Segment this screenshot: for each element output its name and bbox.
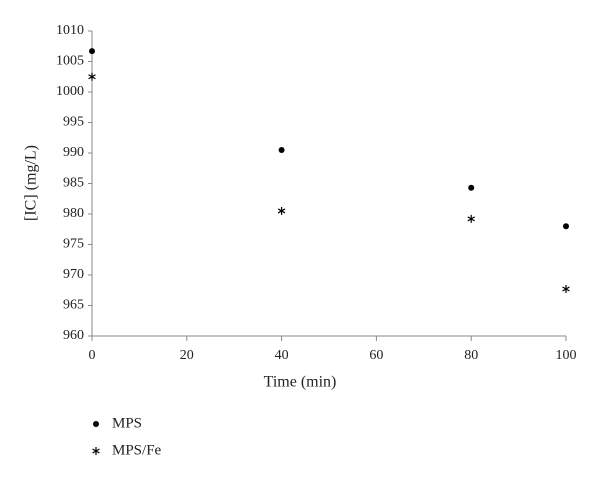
data-point <box>89 48 95 55</box>
x-tick-label: 20 <box>180 348 194 363</box>
y-tick-label: 980 <box>63 206 84 221</box>
data-point <box>278 146 285 153</box>
x-tick-label: 60 <box>369 348 383 363</box>
x-tick-label: 40 <box>275 348 289 363</box>
data-point <box>563 223 569 230</box>
data-point <box>468 184 475 191</box>
y-tick-label: 960 <box>63 328 84 343</box>
y-tick-label: 975 <box>63 237 84 252</box>
legend-marker <box>93 421 99 427</box>
legend-label: MPS <box>112 415 142 431</box>
y-tick-label: 1000 <box>56 84 84 99</box>
y-tick-label: 985 <box>63 176 84 191</box>
y-axis-label: [IC] (mg/L) <box>23 145 40 221</box>
legend-label: MPS/Fe <box>112 442 162 458</box>
y-tick-label: 995 <box>63 115 84 130</box>
legend-marker <box>92 447 100 455</box>
y-tick-label: 990 <box>63 145 84 160</box>
y-tick-label: 970 <box>63 267 84 282</box>
y-tick-label: 1005 <box>56 54 84 69</box>
data-point <box>277 206 286 215</box>
x-tick-label: 0 <box>89 348 96 363</box>
y-tick-label: 1010 <box>56 23 84 38</box>
data-point <box>467 214 475 223</box>
data-point <box>88 72 96 81</box>
x-tick-label: 80 <box>464 348 478 363</box>
y-tick-label: 965 <box>63 298 84 313</box>
data-point <box>562 285 570 294</box>
x-tick-label: 100 <box>556 348 577 363</box>
x-axis-label: Time (min) <box>264 374 337 391</box>
